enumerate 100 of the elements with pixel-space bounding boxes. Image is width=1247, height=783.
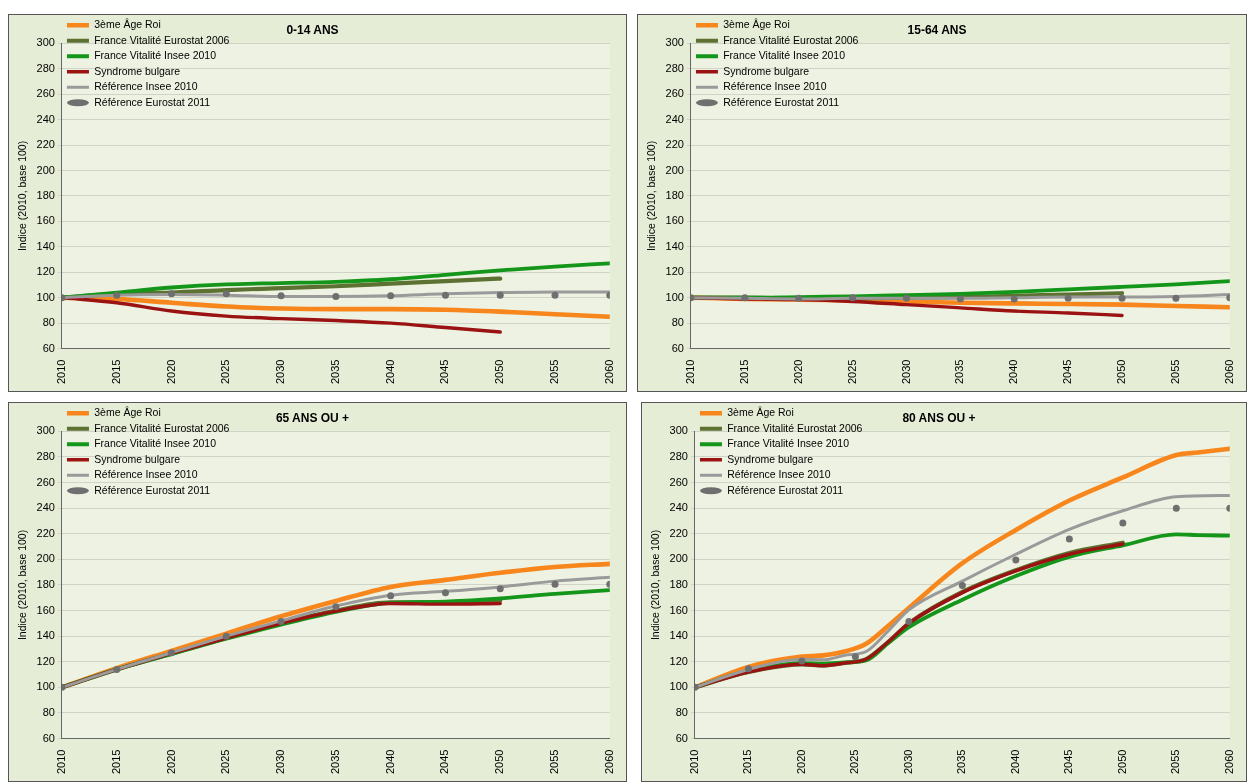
y-tick-label: 200 (665, 163, 684, 176)
legend-label: Référence Eurostat 2011 (94, 483, 211, 496)
x-tick-label: 2010 (54, 359, 67, 385)
legend-label: Référence Eurostat 2011 (723, 95, 840, 108)
x-tick-label: 2035 (328, 749, 341, 775)
y-tick-label: 180 (669, 578, 688, 590)
y-axis-title: Indice (2010, base 100) (16, 140, 29, 252)
legend-label: Syndrome bulgare (723, 64, 810, 77)
x-tick-label: 2015 (741, 749, 754, 775)
point (1172, 504, 1180, 512)
x-tick-label: 2045 (438, 359, 451, 385)
y-tick-label: 100 (669, 680, 688, 693)
x-tick-label: 2045 (438, 749, 451, 775)
legend-label: Syndrome bulgare (94, 452, 181, 465)
legend-label: France Vitalité Eurostat 2006 (94, 33, 230, 46)
y-tick-label: 140 (665, 239, 684, 252)
y-tick-label: 120 (36, 265, 55, 278)
y-tick-label: 280 (665, 61, 684, 74)
point (277, 617, 285, 625)
legend-label: Référence Eurostat 2011 (727, 483, 844, 496)
point (958, 582, 966, 590)
x-tick-label: 2030 (901, 749, 914, 775)
legend-label: France Vitalité Insee 2010 (94, 437, 217, 450)
x-tick-label: 2055 (548, 749, 561, 775)
point (1065, 535, 1073, 543)
point (905, 617, 913, 625)
legend-label: France Vitalité Insee 2010 (723, 49, 846, 62)
y-tick-label: 200 (669, 552, 688, 565)
x-tick-label: 2025 (848, 749, 861, 775)
y-tick-label: 140 (36, 629, 55, 642)
y-tick-label: 300 (36, 424, 55, 437)
x-tick-label: 2040 (1007, 359, 1020, 385)
y-tick-label: 220 (669, 526, 688, 539)
chart-title: 80 ANS OU + (902, 410, 976, 425)
legend-label: 3ème Âge Roi (727, 406, 794, 419)
x-tick-label: 2050 (1115, 359, 1128, 385)
y-tick-label: 60 (42, 731, 55, 744)
y-tick-label: 260 (36, 87, 55, 100)
legend-label: Référence Insee 2010 (727, 468, 831, 481)
x-tick-label: 2050 (1115, 749, 1128, 775)
y-tick-label: 120 (36, 654, 55, 667)
legend-label: France Vitalité Insee 2010 (727, 437, 850, 450)
y-tick-label: 280 (36, 61, 55, 74)
x-tick-label: 2050 (493, 749, 506, 775)
y-tick-label: 60 (671, 341, 684, 354)
legend-label: Syndrome bulgare (727, 452, 814, 465)
y-tick-label: 140 (36, 239, 55, 252)
y-tick-label: 180 (36, 189, 55, 201)
x-tick-label: 2010 (687, 749, 700, 775)
x-tick-label: 2020 (164, 359, 177, 385)
y-tick-label: 220 (665, 138, 684, 151)
y-tick-label: 80 (671, 316, 684, 329)
y-tick-label: 100 (665, 290, 684, 303)
y-tick-label: 60 (42, 341, 55, 354)
point (551, 580, 559, 588)
x-tick-label: 2025 (219, 359, 232, 385)
y-axis-title: Indice (2010, base 100) (16, 529, 29, 641)
point (744, 665, 752, 673)
legend-label: 3ème Âge Roi (94, 406, 161, 419)
legend-label: Syndrome bulgare (94, 64, 181, 77)
y-tick-label: 160 (36, 214, 55, 227)
chart-title: 0-14 ANS (286, 22, 339, 37)
x-tick-label: 2020 (794, 749, 807, 775)
point (1119, 519, 1127, 527)
point (332, 603, 340, 611)
x-tick-label: 2025 (219, 749, 232, 775)
x-tick-label: 2035 (328, 359, 341, 385)
point (441, 589, 449, 597)
y-tick-label: 240 (665, 112, 684, 125)
x-tick-label: 2015 (109, 359, 122, 385)
chart-title: 15-64 ANS (907, 22, 967, 37)
legend-label: France Vitalité Eurostat 2006 (723, 33, 859, 46)
y-tick-label: 180 (36, 578, 55, 590)
point (798, 657, 806, 665)
x-tick-label: 2010 (54, 749, 67, 775)
x-tick-label: 2020 (791, 359, 804, 385)
legend-label: Référence Insee 2010 (723, 80, 827, 93)
y-tick-label: 300 (665, 36, 684, 49)
point (387, 592, 395, 600)
x-tick-label: 2060 (602, 359, 615, 385)
point (1012, 556, 1020, 564)
y-tick-label: 260 (36, 475, 55, 488)
point (496, 585, 504, 593)
point (851, 653, 859, 661)
y-tick-label: 80 (42, 316, 55, 329)
y-tick-label: 200 (36, 163, 55, 176)
y-tick-label: 80 (675, 705, 688, 718)
x-tick-label: 2025 (845, 359, 858, 385)
y-tick-label: 80 (42, 705, 55, 718)
x-tick-label: 2030 (274, 359, 287, 385)
y-tick-label: 120 (665, 265, 684, 278)
point (168, 649, 176, 657)
x-tick-label: 2035 (955, 749, 968, 775)
legend-label: France Vitalité Eurostat 2006 (727, 421, 863, 434)
x-tick-label: 2030 (899, 359, 912, 385)
x-tick-label: 2010 (683, 359, 696, 385)
y-tick-label: 200 (36, 552, 55, 565)
y-axis-title: Indice (2010, base 100) (649, 529, 662, 641)
y-tick-label: 60 (675, 731, 688, 744)
y-tick-label: 300 (36, 36, 55, 49)
